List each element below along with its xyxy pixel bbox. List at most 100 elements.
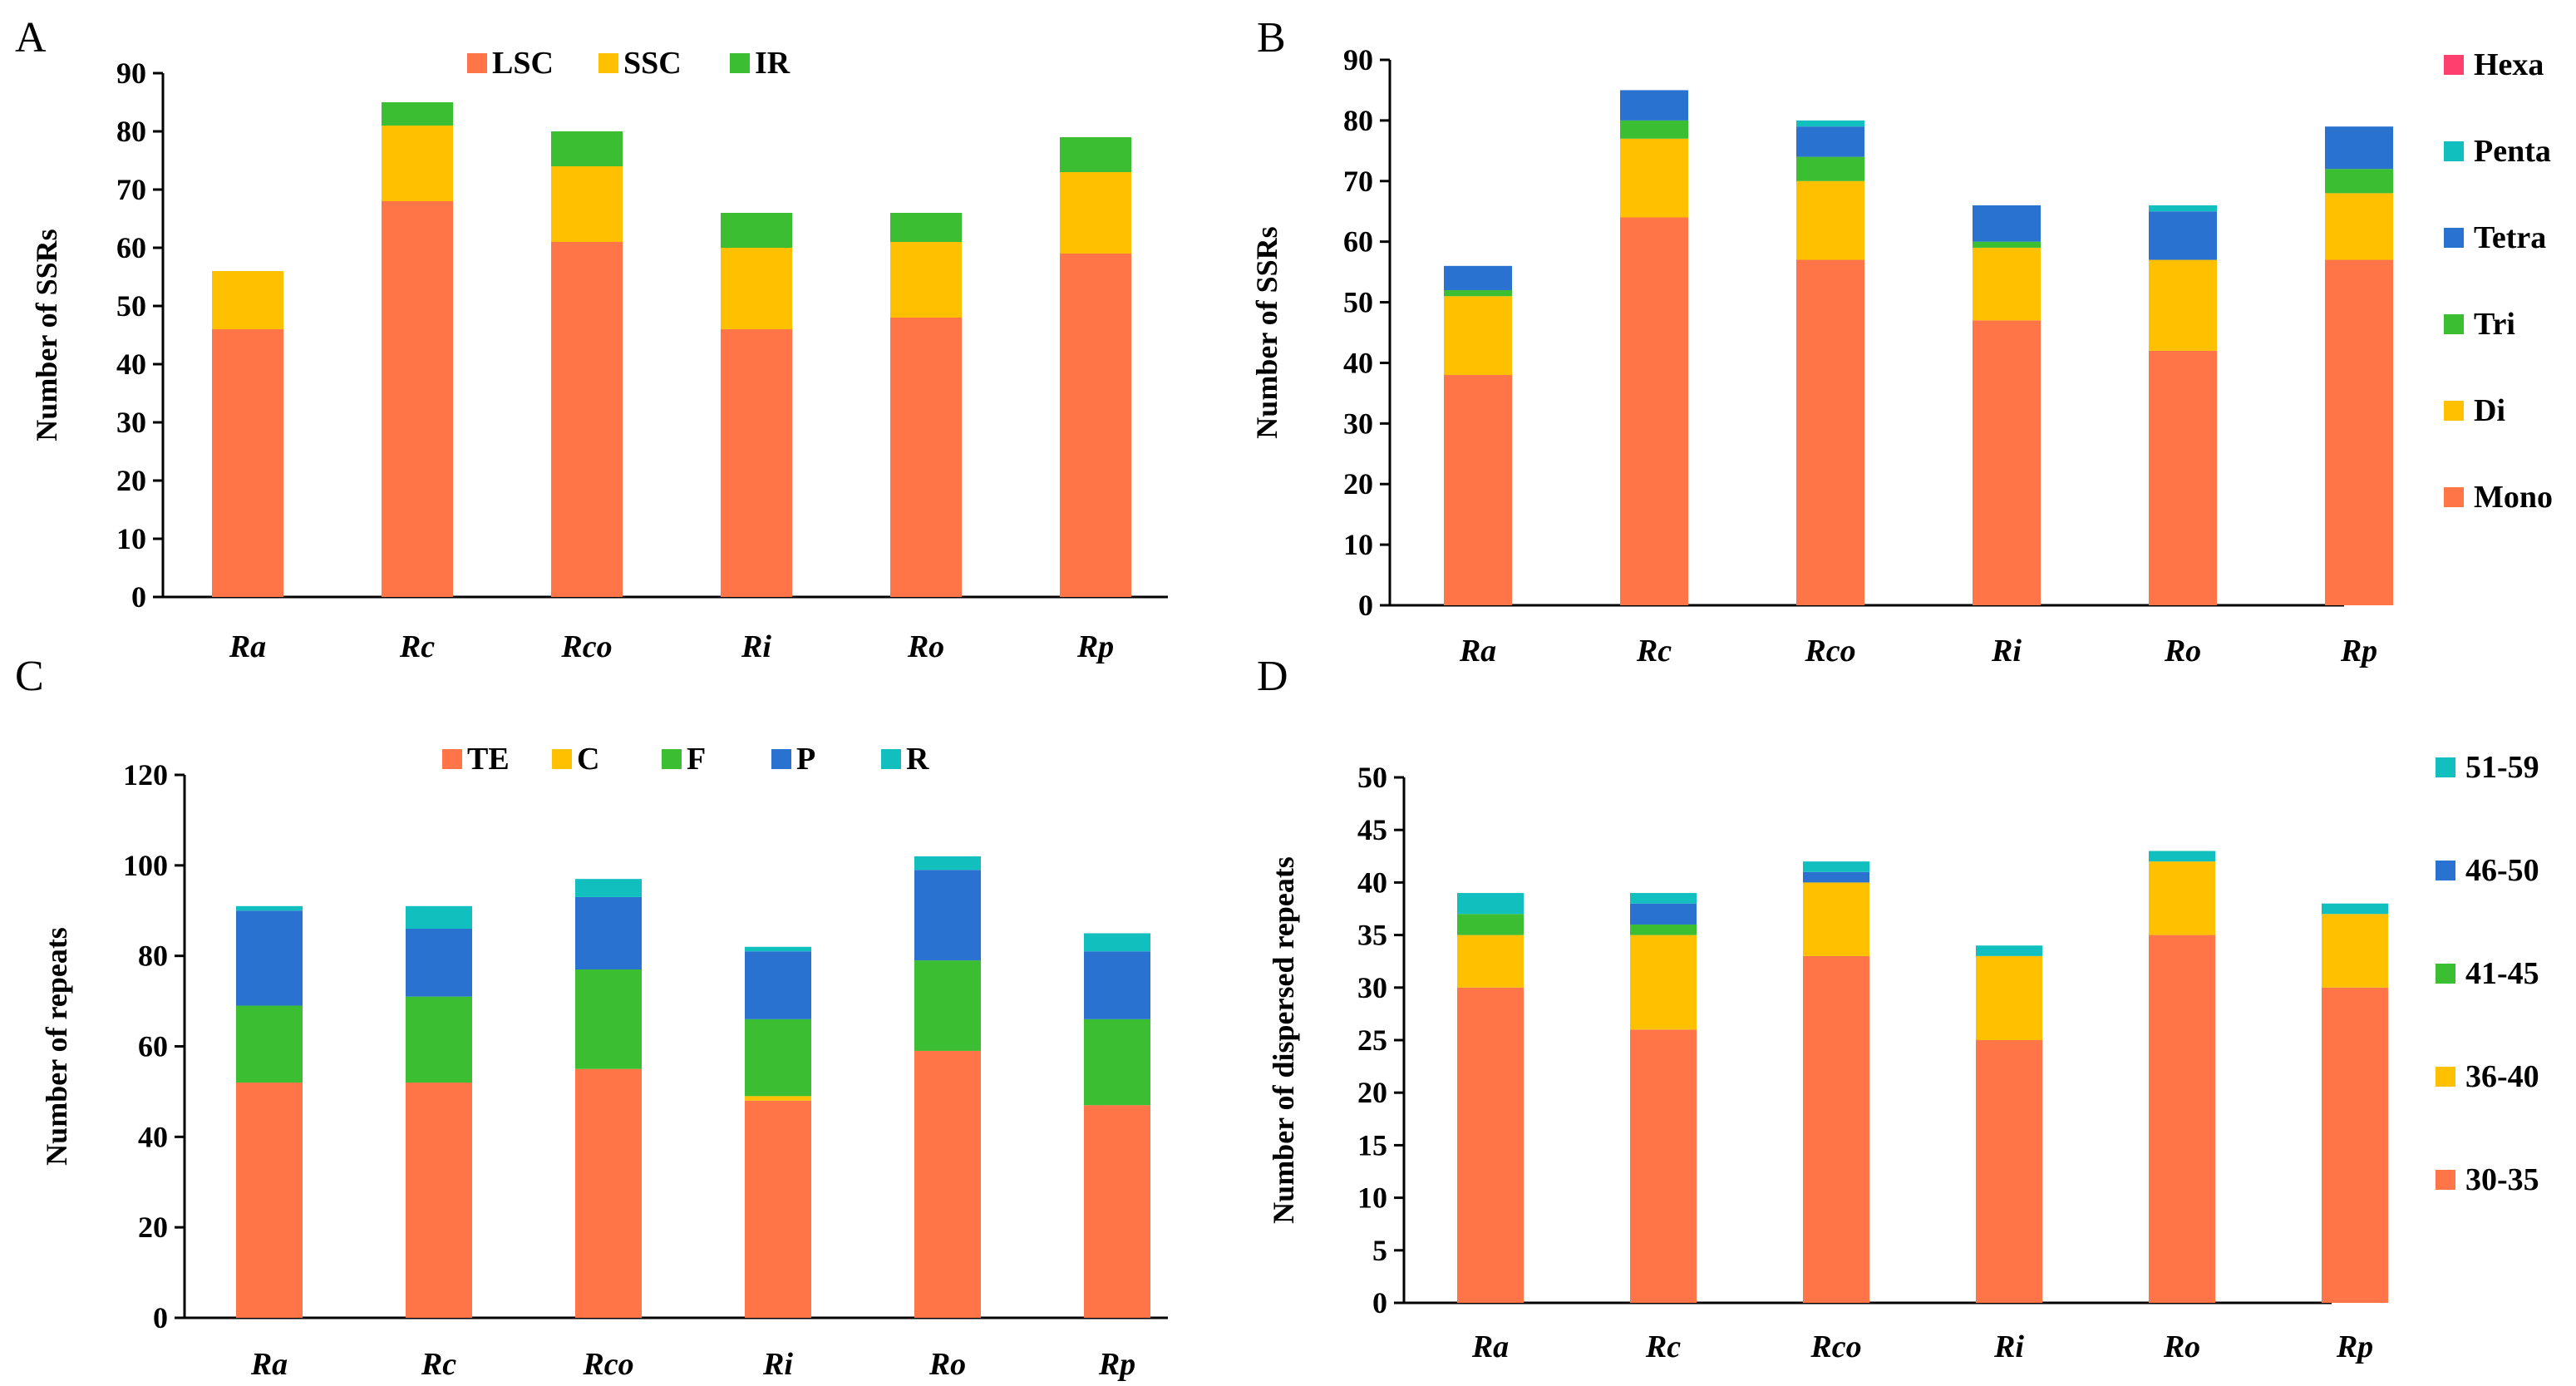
legend-swatch-di [2444, 401, 2464, 421]
bar-30-35-rc [1630, 1029, 1697, 1303]
bar-lsc-ra [212, 329, 283, 597]
category-label-rc: Rc [1636, 634, 1672, 668]
legend-swatch-30-35 [2436, 1170, 2455, 1190]
legend-label-ssc: SSC [623, 46, 682, 81]
legend-swatch-penta [2444, 141, 2464, 161]
bar-ssc-ri [721, 248, 792, 329]
legend-label-51-59: 51-59 [2465, 750, 2539, 785]
category-label-ra: Ra [250, 1347, 288, 1382]
category-label-ro: Ro [928, 1347, 966, 1382]
y-axis-title: Number of SSRs [30, 229, 63, 441]
category-label-ro: Ro [907, 629, 944, 664]
category-label-rco: Rco [582, 1347, 633, 1382]
y-tick-label: 40 [1357, 866, 1387, 899]
bar-30-35-ri [1976, 1040, 2042, 1303]
panel-c: C 0 20 40 60 80 100 120 Number of repeats Ra Rc Rc… [15, 653, 1168, 1382]
bar-ssc-ra [212, 271, 283, 329]
y-tick-label: 0 [1372, 1286, 1387, 1319]
legend-label-36-40: 36-40 [2465, 1059, 2539, 1094]
y-tick-label: 50 [1343, 286, 1373, 319]
legend-label-p: P [796, 742, 815, 777]
y-tick-label: 0 [131, 580, 146, 614]
bar-41-45-rc [1630, 924, 1697, 935]
y-tick-label: 20 [116, 464, 146, 497]
y-tick-label: 50 [116, 289, 146, 323]
y-tick-label: 70 [116, 173, 146, 206]
bar-mono-ra [1444, 375, 1512, 605]
legend-label-ir: IR [755, 46, 791, 81]
bar-penta-rco [1796, 120, 1864, 127]
bar-tri-ra [1444, 289, 1512, 297]
bar-tetra-rp [2325, 126, 2393, 170]
bar-r-rp [1084, 933, 1150, 952]
category-label-rco: Rco [1810, 1329, 1861, 1364]
category-label-rp: Rp [2336, 1329, 2373, 1364]
bar-te-ra [236, 1083, 303, 1318]
legend-label-r: R [906, 742, 929, 777]
bar-f-ro [914, 960, 981, 1051]
legend-label-penta: Penta [2474, 134, 2551, 169]
y-tick-label: 80 [116, 115, 146, 148]
bar-46-50-rc [1630, 903, 1697, 925]
bar-penta-ro [2149, 205, 2217, 212]
bar-di-ri [1973, 247, 2041, 321]
bar-30-35-rco [1803, 955, 1869, 1303]
category-label-ro: Ro [2163, 1329, 2200, 1364]
category-label-rp: Rp [2340, 634, 2377, 668]
bar-lsc-ro [890, 318, 962, 597]
bar-36-40-ri [1976, 955, 2042, 1040]
legend-label-46-50: 46-50 [2465, 853, 2539, 888]
y-tick-label: 10 [1357, 1181, 1387, 1215]
legend-swatch-r [881, 749, 901, 769]
bar-mono-ro [2149, 350, 2217, 605]
bar-te-ri [745, 1100, 811, 1318]
bar-30-35-ro [2149, 935, 2215, 1303]
bar-r-rco [575, 879, 642, 897]
y-tick-label: 5 [1372, 1234, 1387, 1267]
bar-ir-rp [1060, 137, 1131, 172]
y-axis-title: Number of dispersed repeats [1267, 856, 1300, 1224]
y-tick-label: 60 [138, 1030, 168, 1063]
y-axis-title: Number of repeats [40, 927, 73, 1166]
bar-ir-rco [551, 131, 623, 166]
bar-r-ri [745, 946, 811, 952]
panel-b-letter: B [1257, 14, 1286, 62]
legend-swatch-f [662, 749, 682, 769]
bar-r-ra [236, 905, 303, 911]
category-label-ri: Ri [741, 629, 771, 664]
bar-c-ri [745, 1096, 811, 1101]
category-label-ri: Ri [762, 1347, 793, 1382]
y-tick-label: 10 [116, 522, 146, 555]
category-label-ra: Ra [1459, 634, 1496, 668]
bar-51-59-ra [1457, 893, 1524, 915]
y-tick-label: 50 [1357, 761, 1387, 794]
bar-ssc-rp [1060, 172, 1131, 254]
y-tick-label: 60 [116, 231, 146, 264]
y-tick-label: 25 [1357, 1023, 1387, 1057]
bar-30-35-rp [2322, 987, 2388, 1303]
bar-lsc-rp [1060, 254, 1131, 597]
y-tick-label: 100 [123, 849, 168, 882]
bar-te-rco [575, 1068, 642, 1318]
category-label-rc: Rc [421, 1347, 456, 1382]
bar-ir-ri [721, 213, 792, 248]
y-tick-label: 40 [116, 348, 146, 381]
category-label-ra: Ra [1471, 1329, 1509, 1364]
bar-f-rp [1084, 1019, 1150, 1106]
bar-51-59-rco [1803, 861, 1869, 872]
bar-p-ro [914, 870, 981, 961]
category-label-rco: Rco [560, 629, 612, 664]
legend-swatch-tri [2444, 314, 2464, 334]
bar-f-ra [236, 1005, 303, 1083]
category-label-ro: Ro [2164, 634, 2201, 668]
bar-tetra-ri [1973, 205, 2041, 242]
bar-lsc-rc [382, 201, 453, 597]
y-tick-label: 90 [116, 57, 146, 90]
legend-swatch-lsc [467, 53, 487, 73]
legend-label-30-35: 30-35 [2465, 1162, 2539, 1197]
y-tick-label: 60 [1343, 225, 1373, 259]
panel-a-letter: A [15, 14, 47, 62]
bar-di-rp [2325, 193, 2393, 260]
bar-lsc-ri [721, 329, 792, 597]
bar-tri-rp [2325, 169, 2393, 194]
